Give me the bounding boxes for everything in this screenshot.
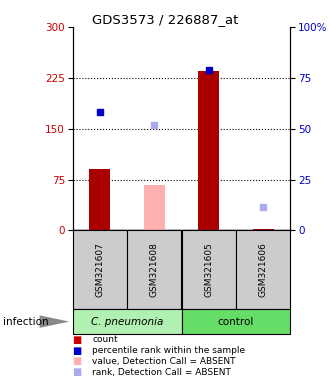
Text: ■: ■ (73, 335, 82, 345)
Text: control: control (218, 316, 254, 327)
Bar (89, 169, 110, 230)
Bar (73, 230, 127, 309)
Text: GSM321607: GSM321607 (95, 242, 104, 297)
Bar (144, 185, 165, 230)
Text: C. pneumonia: C. pneumonia (91, 316, 163, 327)
Text: count: count (92, 335, 118, 344)
Text: GDS3573 / 226887_at: GDS3573 / 226887_at (92, 13, 238, 26)
Text: percentile rank within the sample: percentile rank within the sample (92, 346, 246, 355)
Text: ■: ■ (73, 346, 82, 356)
Bar (182, 230, 236, 309)
Text: ■: ■ (73, 356, 82, 366)
Text: GSM321605: GSM321605 (204, 242, 213, 297)
Polygon shape (40, 315, 69, 328)
Bar (253, 229, 274, 230)
Text: rank, Detection Call = ABSENT: rank, Detection Call = ABSENT (92, 367, 231, 377)
Text: value, Detection Call = ABSENT: value, Detection Call = ABSENT (92, 357, 236, 366)
Text: GSM321608: GSM321608 (150, 242, 159, 297)
Bar (236, 230, 290, 309)
Bar (182, 309, 290, 334)
Bar (127, 230, 182, 309)
Bar (198, 71, 219, 230)
Text: ■: ■ (73, 367, 82, 377)
Text: infection: infection (3, 316, 49, 327)
Bar (73, 309, 182, 334)
Text: GSM321606: GSM321606 (259, 242, 268, 297)
